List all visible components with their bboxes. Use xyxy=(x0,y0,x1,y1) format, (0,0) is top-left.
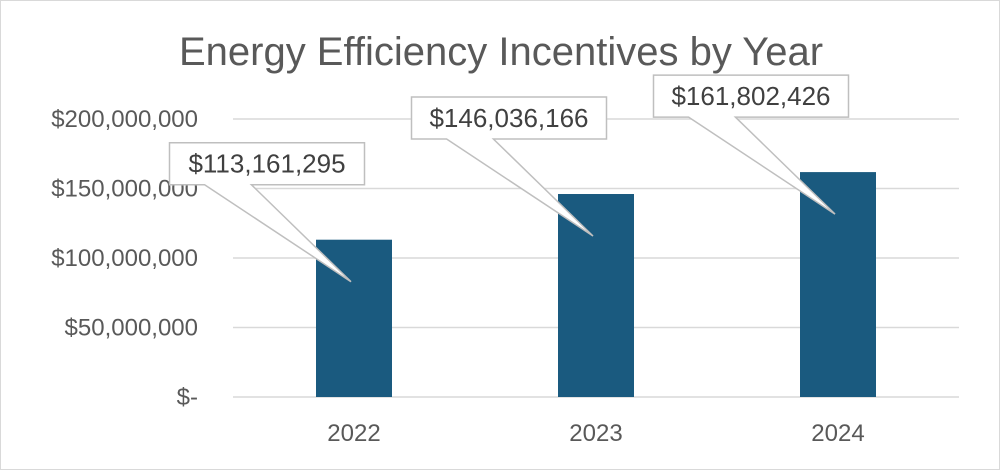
x-tick-label: 2022 xyxy=(327,420,380,447)
y-tick-label: $- xyxy=(177,384,198,411)
data-label-callout xyxy=(652,74,850,215)
bar-2023 xyxy=(558,194,634,397)
y-tick-label: $200,000,000 xyxy=(51,106,198,133)
bars xyxy=(316,172,876,397)
data-labels: $113,161,295 $146,036,166 $161,802,426 xyxy=(168,74,850,283)
data-label-callout xyxy=(410,96,608,237)
x-axis: 2022 2023 2024 xyxy=(327,420,864,447)
y-axis: $-$50,000,000$100,000,000$150,000,000$20… xyxy=(51,106,198,411)
chart-title: Energy Efficiency Incentives by Year xyxy=(179,30,823,74)
data-label: $161,802,426 xyxy=(671,81,830,111)
data-label: $146,036,166 xyxy=(429,103,588,133)
data-label: $113,161,295 xyxy=(188,149,345,179)
x-tick-label: 2023 xyxy=(569,420,622,447)
x-tick-label: 2024 xyxy=(811,420,864,447)
bar-2024 xyxy=(800,172,876,397)
data-label-callout xyxy=(168,141,366,283)
y-tick-label: $50,000,000 xyxy=(65,315,198,342)
y-tick-label: $100,000,000 xyxy=(51,245,198,272)
